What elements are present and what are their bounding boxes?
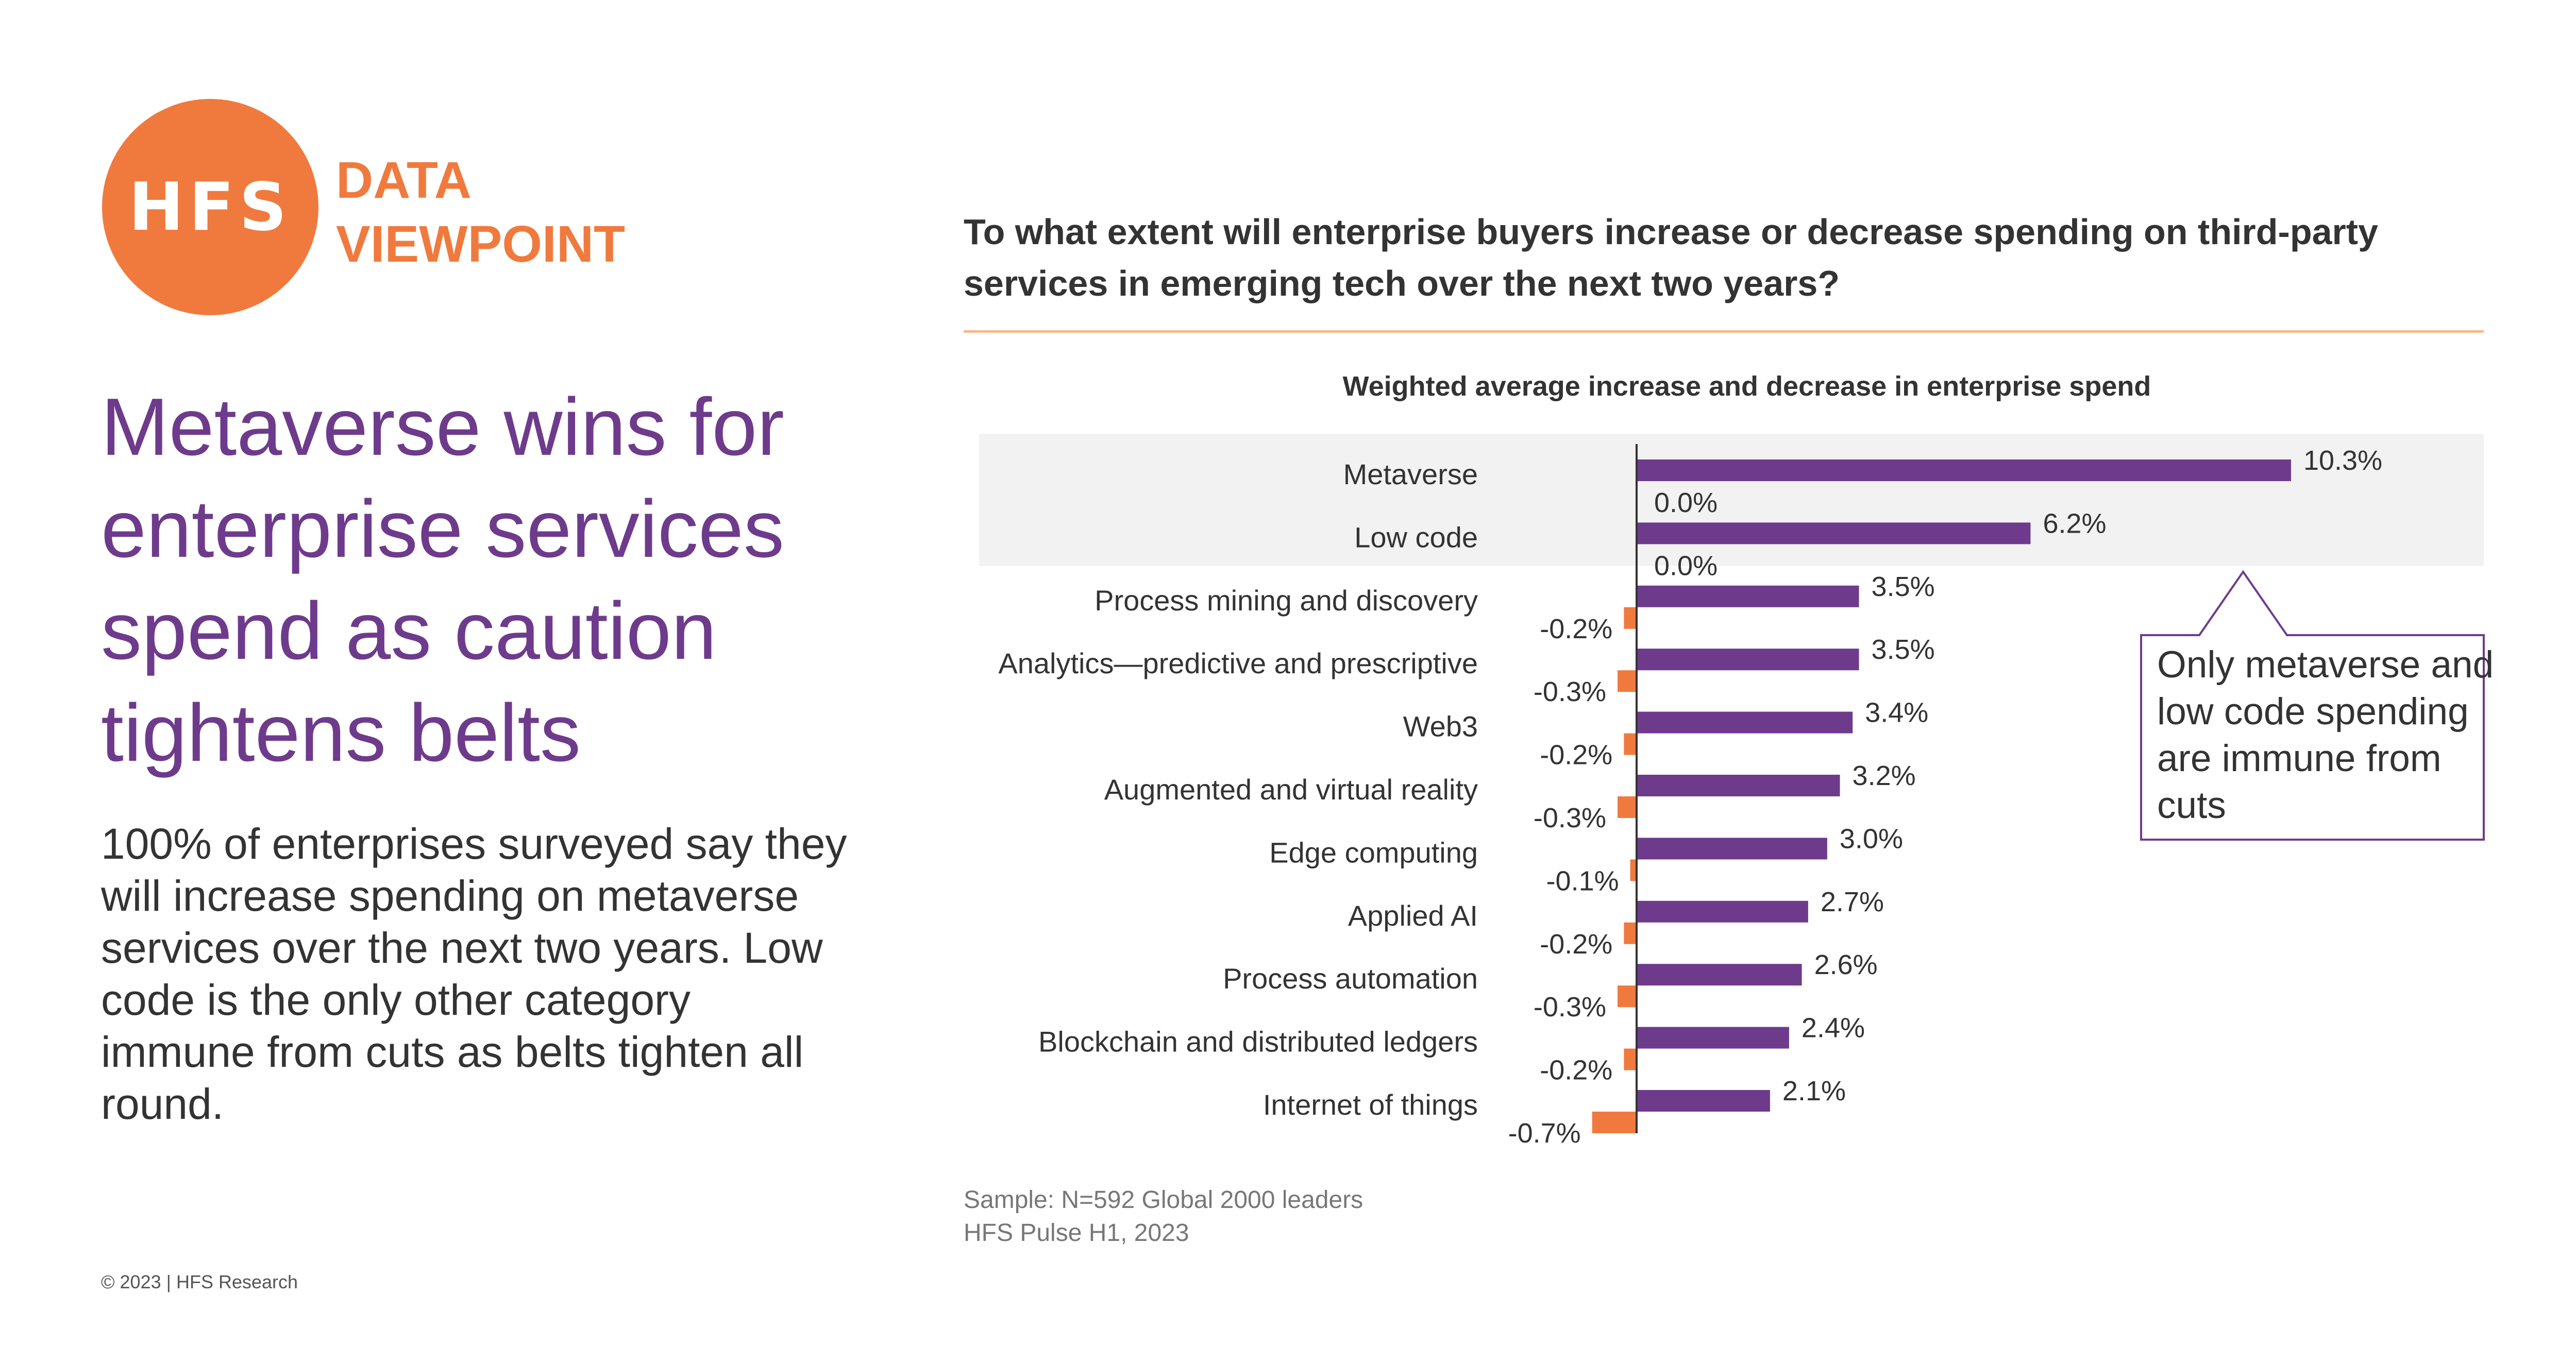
decrease-data-label: -0.3% xyxy=(1534,803,1606,833)
decrease-data-label: -0.7% xyxy=(1508,1118,1581,1149)
headline: Metaverse wins for enterprise services s… xyxy=(101,382,784,778)
source-note: HFS Pulse H1, 2023 xyxy=(964,1219,1189,1247)
category-label: Process automation xyxy=(1223,962,1478,995)
increase-data-label: 3.4% xyxy=(1865,697,1928,728)
category-label: Process mining and discovery xyxy=(1095,584,1478,617)
category-label: Edge computing xyxy=(1269,836,1478,868)
footnote: Sample: N=592 Global 2000 leaders HFS Pu… xyxy=(964,1184,1363,1250)
category-label: Internet of things xyxy=(1263,1088,1478,1121)
increase-data-label: 3.5% xyxy=(1872,634,1935,665)
tagline-line-2: VIEWPOINT xyxy=(336,215,626,273)
increase-data-label: 3.0% xyxy=(1840,823,1903,854)
decrease-data-label: -0.3% xyxy=(1534,992,1606,1023)
chart-title: Weighted average increase and decrease i… xyxy=(1343,371,2151,402)
chart-question: To what extent will enterprise buyers in… xyxy=(964,212,2379,303)
increase-data-label: 2.4% xyxy=(1801,1013,1865,1044)
callout-box xyxy=(2140,570,2485,841)
decrease-bar xyxy=(1618,796,1637,818)
decrease-data-label: -0.3% xyxy=(1534,676,1606,707)
copyright: © 2023 | HFS Research xyxy=(101,1271,298,1292)
sample-note: Sample: N=592 Global 2000 leaders xyxy=(964,1186,1363,1214)
decrease-data-label: -0.2% xyxy=(1540,929,1612,960)
category-label: Analytics—predictive and prescriptive xyxy=(998,647,1478,679)
increase-data-label: 10.3% xyxy=(2303,445,2382,476)
increase-data-label: 6.2% xyxy=(2043,508,2106,539)
divider xyxy=(964,330,2484,333)
increase-data-label: 3.2% xyxy=(1853,760,1916,791)
callout-layer xyxy=(2140,570,2485,841)
hfs-logo: HFS xyxy=(102,99,318,315)
tagline-line-1: DATA xyxy=(336,151,472,209)
increase-bar xyxy=(1637,522,2031,544)
increase-data-label: 2.7% xyxy=(1821,887,1884,917)
decrease-data-label: -0.2% xyxy=(1540,1055,1612,1086)
decrease-bar xyxy=(1592,1112,1637,1133)
increase-bar xyxy=(1637,649,1859,671)
logo-text: HFS xyxy=(128,168,292,246)
increase-data-label: 2.6% xyxy=(1814,949,1878,980)
increase-bar xyxy=(1637,838,1827,860)
decrease-bar xyxy=(1630,859,1637,881)
increase-bar xyxy=(1637,1027,1789,1049)
decrease-bar xyxy=(1618,670,1637,692)
increase-data-label: 3.5% xyxy=(1872,571,1935,602)
increase-bar xyxy=(1637,1090,1770,1112)
category-label: Applied AI xyxy=(1348,899,1478,932)
decrease-data-label: -0.2% xyxy=(1540,740,1612,771)
highlight-band xyxy=(979,434,2484,566)
increase-bar xyxy=(1637,964,1802,986)
increase-bar xyxy=(1637,900,1808,923)
decrease-data-label: -0.2% xyxy=(1540,614,1612,644)
highlight-layer xyxy=(979,434,2484,566)
decrease-data-label: 0.0% xyxy=(1654,487,1718,518)
decrease-bar xyxy=(1618,985,1637,1008)
category-label: Web3 xyxy=(1403,710,1478,743)
increase-bar xyxy=(1637,585,1859,607)
increase-bar xyxy=(1637,775,1840,796)
callout-text: Only metaverse and low code spending are… xyxy=(2157,644,2494,826)
category-label: Low code xyxy=(1354,521,1478,553)
data-viewpoint-tagline: DATA VIEWPOINT xyxy=(336,148,625,276)
category-label: Metaverse xyxy=(1343,458,1478,490)
category-label: Augmented and virtual reality xyxy=(1104,773,1478,806)
decrease-bar xyxy=(1624,733,1637,755)
decrease-data-label: 0.0% xyxy=(1654,550,1718,581)
category-label: Blockchain and distributed ledgers xyxy=(1038,1026,1478,1058)
decrease-data-label: -0.1% xyxy=(1546,865,1619,896)
increase-bar xyxy=(1637,459,2291,481)
increase-bar xyxy=(1637,711,1853,734)
decrease-bar xyxy=(1624,922,1637,944)
bars-layer: Metaverse 10.3% 0.0% Low code 6.2% 0.0% Proces… xyxy=(998,444,2382,1149)
body-text: 100% of enterprises surveyed say they wi… xyxy=(101,820,847,1128)
increase-data-label: 2.1% xyxy=(1782,1076,1846,1106)
decrease-bar xyxy=(1624,1048,1637,1070)
decrease-bar xyxy=(1624,607,1637,629)
